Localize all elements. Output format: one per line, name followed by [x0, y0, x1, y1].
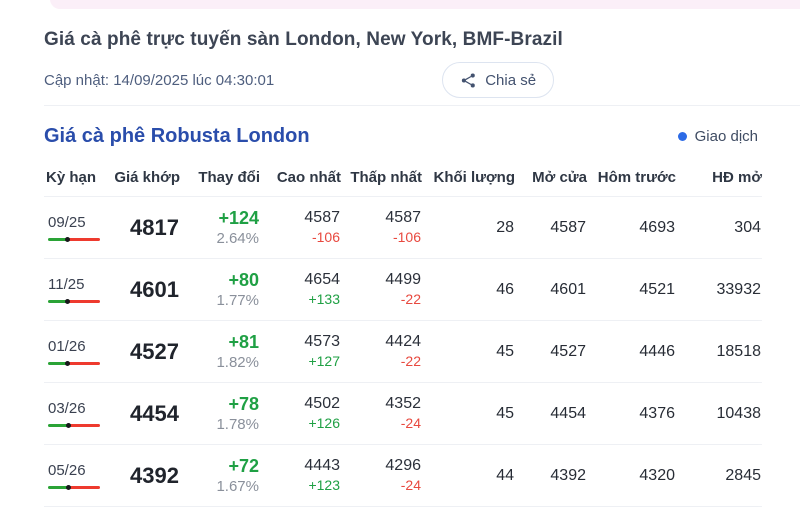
prev-cell: 4320 — [587, 444, 676, 507]
col-header-high: Cao nhất — [260, 163, 341, 197]
prev-cell: 4521 — [587, 258, 676, 321]
prev-cell: 4376 — [587, 382, 676, 445]
share-icon — [460, 72, 477, 89]
table-header-row: Kỳ hạn Giá khớp Thay đổi Cao nhất Thấp n… — [44, 163, 762, 197]
range-indicator — [48, 422, 100, 428]
prev-cell: 4693 — [587, 196, 676, 259]
range-indicator — [48, 298, 100, 304]
col-header-open-interest: HĐ mở — [676, 163, 762, 197]
page-title: Giá cà phê trực tuyến sàn London, New Yo… — [44, 29, 563, 50]
term-cell: 03/26 — [44, 382, 114, 445]
change-cell: +81 1.82% — [180, 320, 260, 383]
col-header-volume: Khối lượng — [422, 163, 515, 197]
range-indicator — [48, 484, 100, 490]
col-header-price: Giá khớp — [114, 163, 180, 197]
term-cell: 01/26 — [44, 320, 114, 383]
low-cell: 4296 -24 — [341, 444, 422, 507]
volume-cell: 28 — [422, 196, 515, 259]
header-divider — [44, 105, 800, 106]
change-cell: +124 2.64% — [180, 196, 260, 259]
high-cell: 4443 +123 — [260, 444, 341, 507]
open-interest-cell: 33932 — [676, 258, 762, 321]
price-cell: 4454 — [114, 382, 180, 445]
right-fade-overlay — [756, 163, 800, 507]
section-title: Giá cà phê Robusta London — [44, 124, 310, 147]
table-row[interactable]: 11/25 4601 +80 1.77% 4654 +133 4499 -22 46 … — [44, 258, 762, 321]
open-cell: 4454 — [515, 382, 587, 445]
share-button[interactable]: Chia sẻ — [442, 62, 555, 98]
col-header-prev: Hôm trước — [587, 163, 676, 197]
trading-status-label: Giao dịch — [694, 127, 758, 145]
open-cell: 4527 — [515, 320, 587, 383]
robusta-price-table: Kỳ hạn Giá khớp Thay đổi Cao nhất Thấp n… — [44, 163, 762, 507]
high-cell: 4502 +126 — [260, 382, 341, 445]
prev-cell: 4446 — [587, 320, 676, 383]
open-interest-cell: 10438 — [676, 382, 762, 445]
term-cell: 11/25 — [44, 258, 114, 321]
low-cell: 4352 -24 — [341, 382, 422, 445]
price-cell: 4601 — [114, 258, 180, 321]
table-row[interactable]: 09/25 4817 +124 2.64% 4587 -106 4587 -106 2… — [44, 196, 762, 259]
table-row[interactable]: 05/26 4392 +72 1.67% 4443 +123 4296 -24 44 … — [44, 444, 762, 507]
high-cell: 4573 +127 — [260, 320, 341, 383]
volume-cell: 44 — [422, 444, 515, 507]
low-cell: 4587 -106 — [341, 196, 422, 259]
col-header-change: Thay đổi — [180, 163, 260, 197]
col-header-open: Mở cửa — [515, 163, 587, 197]
term-cell: 05/26 — [44, 444, 114, 507]
open-cell: 4601 — [515, 258, 587, 321]
volume-cell: 46 — [422, 258, 515, 321]
change-cell: +80 1.77% — [180, 258, 260, 321]
low-cell: 4424 -22 — [341, 320, 422, 383]
term-cell: 09/25 — [44, 196, 114, 259]
change-cell: +72 1.67% — [180, 444, 260, 507]
table-row[interactable]: 01/26 4527 +81 1.82% 4573 +127 4424 -22 45 … — [44, 320, 762, 383]
price-cell: 4817 — [114, 196, 180, 259]
price-cell: 4527 — [114, 320, 180, 383]
volume-cell: 45 — [422, 382, 515, 445]
price-table-scroll-area[interactable]: Kỳ hạn Giá khớp Thay đổi Cao nhất Thấp n… — [44, 163, 800, 507]
table-row[interactable]: 03/26 4454 +78 1.78% 4502 +126 4352 -24 45 … — [44, 382, 762, 445]
low-cell: 4499 -22 — [341, 258, 422, 321]
price-cell: 4392 — [114, 444, 180, 507]
update-timestamp: Cập nhật: 14/09/2025 lúc 04:30:01 — [44, 71, 275, 89]
range-indicator — [48, 360, 100, 366]
open-interest-cell: 2845 — [676, 444, 762, 507]
top-banner — [50, 0, 800, 9]
volume-cell: 45 — [422, 320, 515, 383]
open-interest-cell: 304 — [676, 196, 762, 259]
high-cell: 4587 -106 — [260, 196, 341, 259]
range-indicator — [48, 236, 100, 242]
share-label: Chia sẻ — [485, 71, 537, 89]
open-interest-cell: 18518 — [676, 320, 762, 383]
col-header-low: Thấp nhất — [341, 163, 422, 197]
status-dot-icon — [677, 131, 687, 141]
open-cell: 4392 — [515, 444, 587, 507]
trading-status-badge: Giao dịch — [677, 127, 758, 145]
high-cell: 4654 +133 — [260, 258, 341, 321]
update-row: Cập nhật: 14/09/2025 lúc 04:30:01 Chia s… — [44, 62, 800, 98]
open-cell: 4587 — [515, 196, 587, 259]
col-header-term: Kỳ hạn — [44, 163, 114, 197]
change-cell: +78 1.78% — [180, 382, 260, 445]
